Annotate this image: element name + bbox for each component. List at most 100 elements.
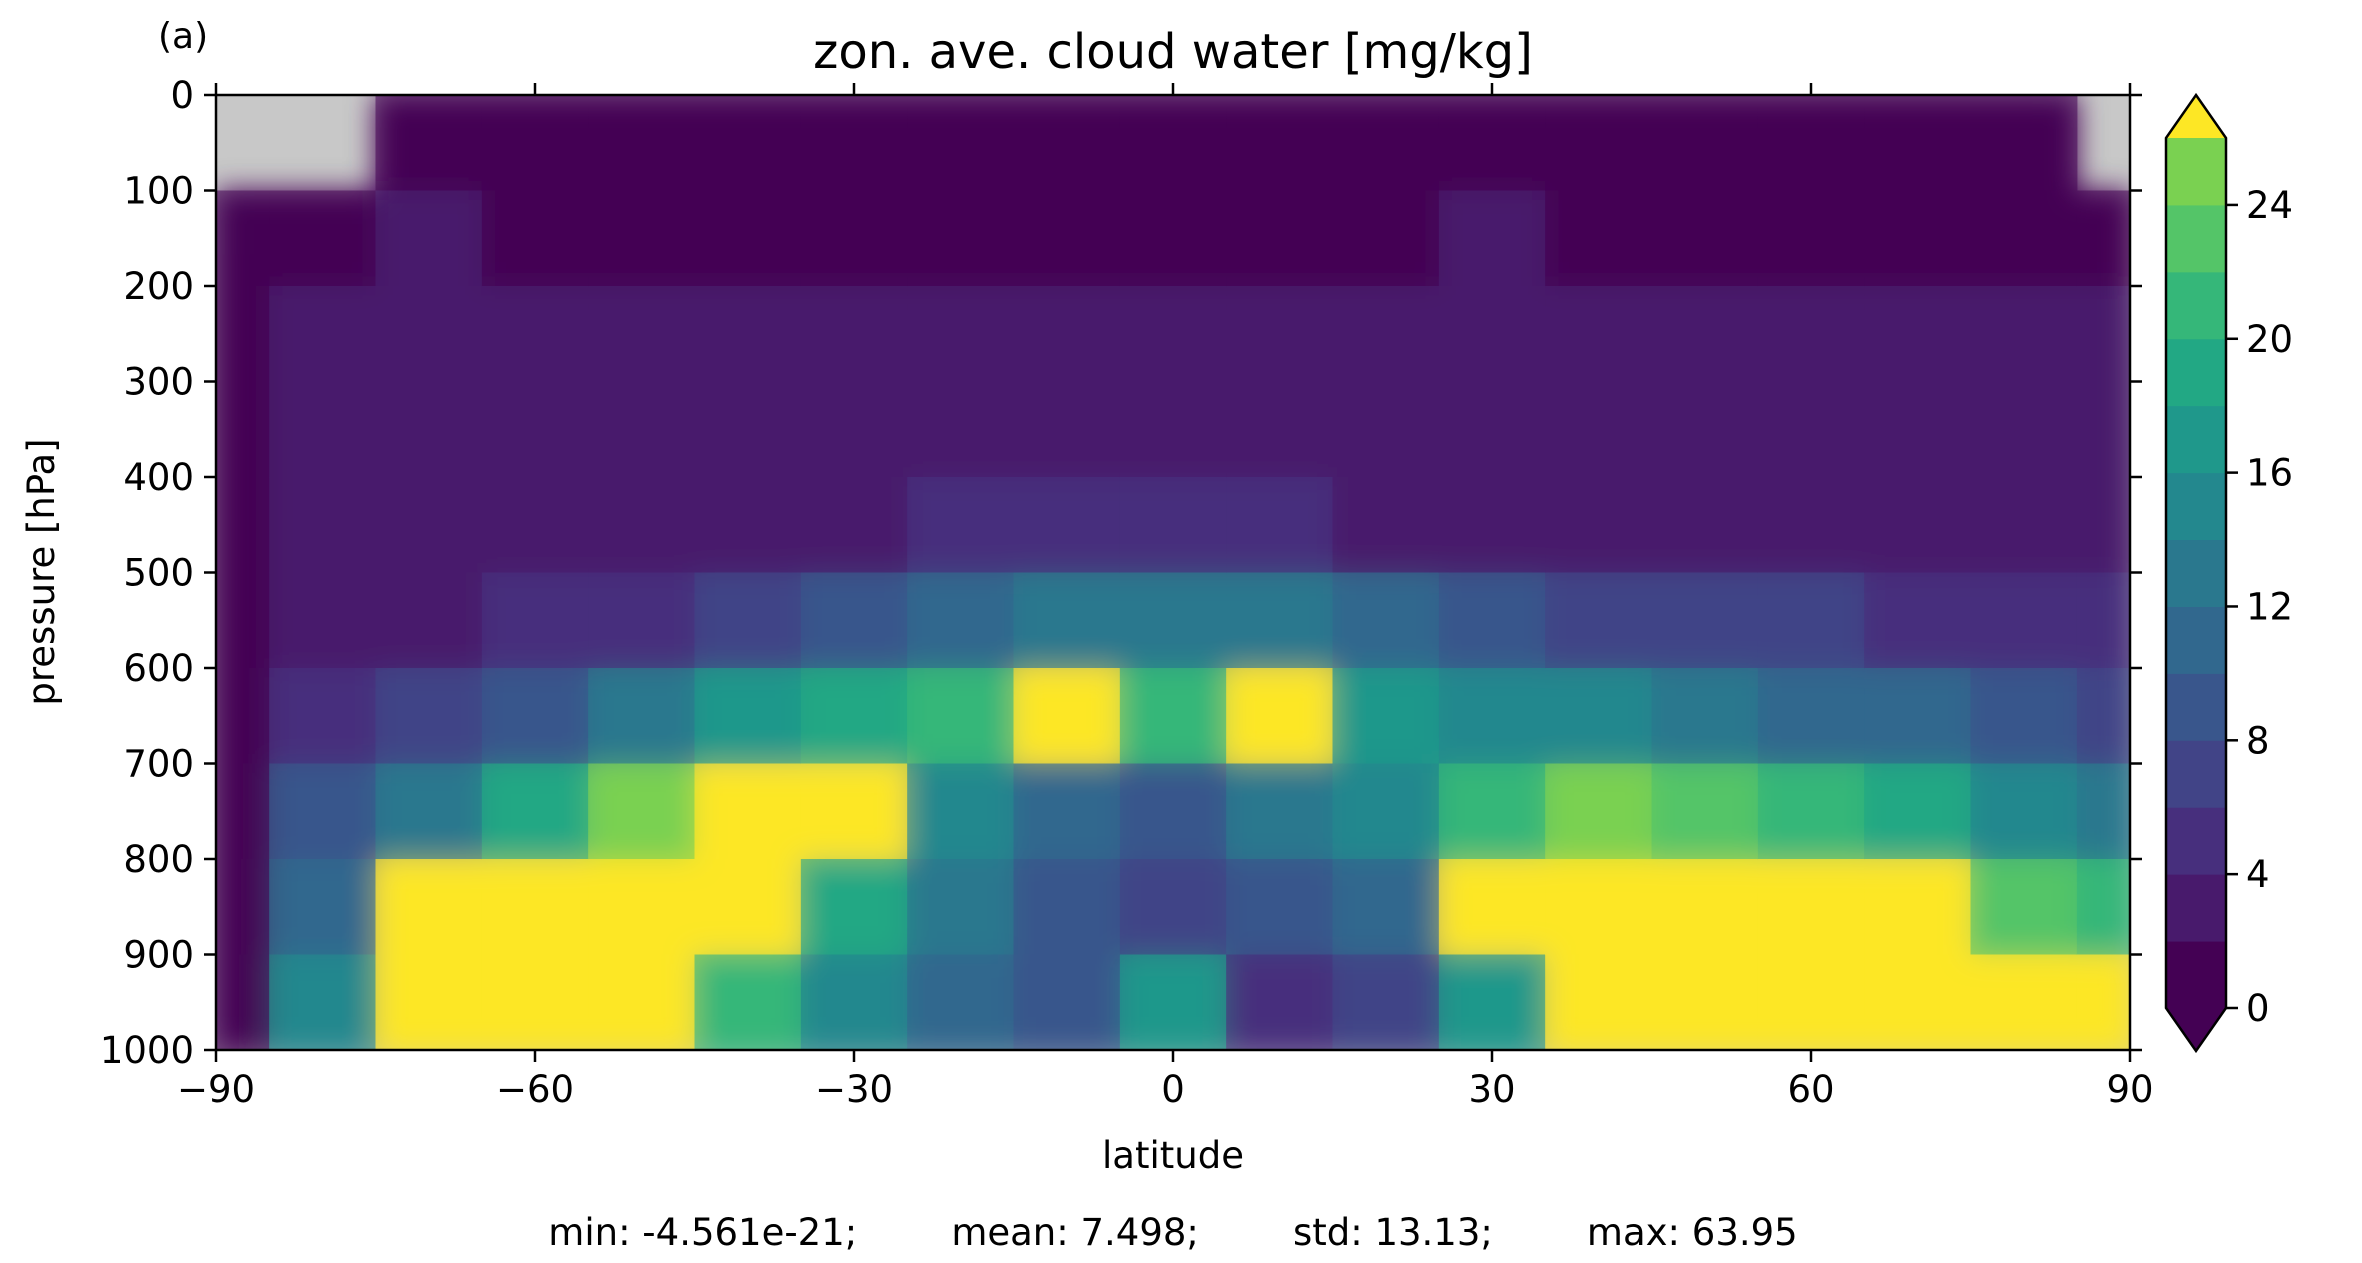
heatmap-cell xyxy=(1119,190,1227,287)
heatmap-cell xyxy=(1013,859,1121,956)
heatmap-cell xyxy=(216,477,270,574)
heatmap-cell xyxy=(1119,763,1227,860)
heatmap-cell xyxy=(1119,572,1227,669)
heatmap-cell xyxy=(1757,572,1865,669)
colorbar-segment xyxy=(2166,673,2226,741)
heatmap-cell xyxy=(907,190,1015,287)
heatmap-cell xyxy=(800,668,908,765)
heatmap-cell xyxy=(1757,477,1865,574)
heatmap-cell xyxy=(2076,477,2130,574)
heatmap-cell xyxy=(1970,954,2078,1050)
heatmap-cell xyxy=(588,763,696,860)
y-tick-label: 600 xyxy=(123,647,194,690)
heatmap-cell xyxy=(1545,954,1653,1050)
heatmap-cell xyxy=(1438,381,1546,478)
heatmap-cell xyxy=(588,668,696,765)
heatmap-cell xyxy=(1970,477,2078,574)
heatmap-cell xyxy=(1545,190,1653,287)
heatmap-cell xyxy=(1226,190,1334,287)
colorbar-tick-label: 16 xyxy=(2246,452,2293,495)
heatmap-cell xyxy=(375,381,483,478)
heatmap-cell xyxy=(1332,572,1440,669)
heatmap-cell xyxy=(2076,190,2130,287)
heatmap-cell xyxy=(588,286,696,383)
heatmap-cell xyxy=(269,859,377,956)
heatmap-cell xyxy=(1332,190,1440,287)
heatmap-cell xyxy=(1864,954,1972,1050)
heatmap-cell xyxy=(1438,954,1546,1050)
x-tick-label: 30 xyxy=(1468,1068,1515,1111)
heatmap-cell xyxy=(907,381,1015,478)
colorbar-tick-label: 20 xyxy=(2246,318,2293,361)
heatmap-cell xyxy=(216,381,270,478)
heatmap-cell xyxy=(907,477,1015,574)
heatmap-cell xyxy=(907,668,1015,765)
heatmap-cell xyxy=(1970,572,2078,669)
heatmap-cell xyxy=(1438,572,1546,669)
colorbar-segment xyxy=(2166,271,2226,340)
heatmap-cell xyxy=(1119,859,1227,956)
heatmap-cell xyxy=(2076,668,2130,765)
heatmap-cell xyxy=(1119,954,1227,1050)
y-tick-label: 0 xyxy=(170,74,194,117)
heatmap-cell xyxy=(1438,859,1546,956)
heatmap-cell xyxy=(2076,381,2130,478)
colorbar-segment xyxy=(2166,606,2226,674)
panel-label: (a) xyxy=(158,16,208,57)
heatmap-cell xyxy=(1013,954,1121,1050)
heatmap-cell xyxy=(1226,572,1334,669)
heatmap-cell xyxy=(907,763,1015,860)
heatmap-cell xyxy=(588,859,696,956)
y-tick-label: 800 xyxy=(123,838,194,881)
heatmap-cell xyxy=(1226,286,1334,383)
heatmap-cell xyxy=(1864,668,1972,765)
y-tick-label: 1000 xyxy=(100,1029,194,1072)
heatmap-cell xyxy=(907,954,1015,1050)
colorbar-segment xyxy=(2166,874,2226,942)
heatmap-cell xyxy=(800,190,908,287)
colorbar-tick-label: 4 xyxy=(2246,853,2270,896)
heatmap-cell xyxy=(1545,381,1653,478)
colorbar-extend-min xyxy=(2166,1008,2226,1051)
heatmap-cell xyxy=(375,859,483,956)
colorbar-segment xyxy=(2166,941,2226,1009)
y-tick-label: 300 xyxy=(123,361,194,404)
heatmap-cell xyxy=(1757,668,1865,765)
heatmap-cell xyxy=(1864,763,1972,860)
heatmap-cell xyxy=(375,286,483,383)
heatmap-cell xyxy=(1651,763,1759,860)
x-axis: −90 −60 −30 0 30 60 90 xyxy=(177,83,2154,1111)
x-tick-label: −60 xyxy=(496,1068,574,1111)
heatmap-cell xyxy=(907,859,1015,956)
heatmap-cell xyxy=(1545,859,1653,956)
colorbar-segment xyxy=(2166,204,2226,273)
heatmap-cell xyxy=(481,381,589,478)
colorbar-tick-label: 8 xyxy=(2246,719,2270,762)
heatmap-cell xyxy=(1970,763,2078,860)
heatmap-cell xyxy=(1226,763,1334,860)
heatmap-cell xyxy=(1651,190,1759,287)
plot-area xyxy=(214,93,2132,1052)
heatmap-cell xyxy=(2076,572,2130,669)
heatmap-cell xyxy=(694,763,802,860)
x-tick-label: 0 xyxy=(1161,1068,1185,1111)
heatmap-cell xyxy=(588,477,696,574)
heatmap-cell xyxy=(907,95,1015,192)
heatmap-cell xyxy=(481,190,589,287)
colorbar-outline xyxy=(2164,92,2228,1054)
heatmap-cell xyxy=(694,381,802,478)
heatmap-cell xyxy=(1970,381,2078,478)
heatmap-cell xyxy=(1013,477,1121,574)
heatmap-cell xyxy=(375,190,483,287)
heatmap-cell xyxy=(1545,477,1653,574)
heatmap-cell xyxy=(269,668,377,765)
heatmap-cell xyxy=(1332,763,1440,860)
heatmap-cell xyxy=(1013,286,1121,383)
heatmap-cell xyxy=(1651,859,1759,956)
heatmap-cell xyxy=(694,477,802,574)
heatmap-cell xyxy=(694,286,802,383)
heatmap-cell xyxy=(1013,381,1121,478)
colorbar: 0 4 8 12 16 20 24 xyxy=(2164,92,2293,1054)
y-tick-label: 900 xyxy=(123,934,194,977)
